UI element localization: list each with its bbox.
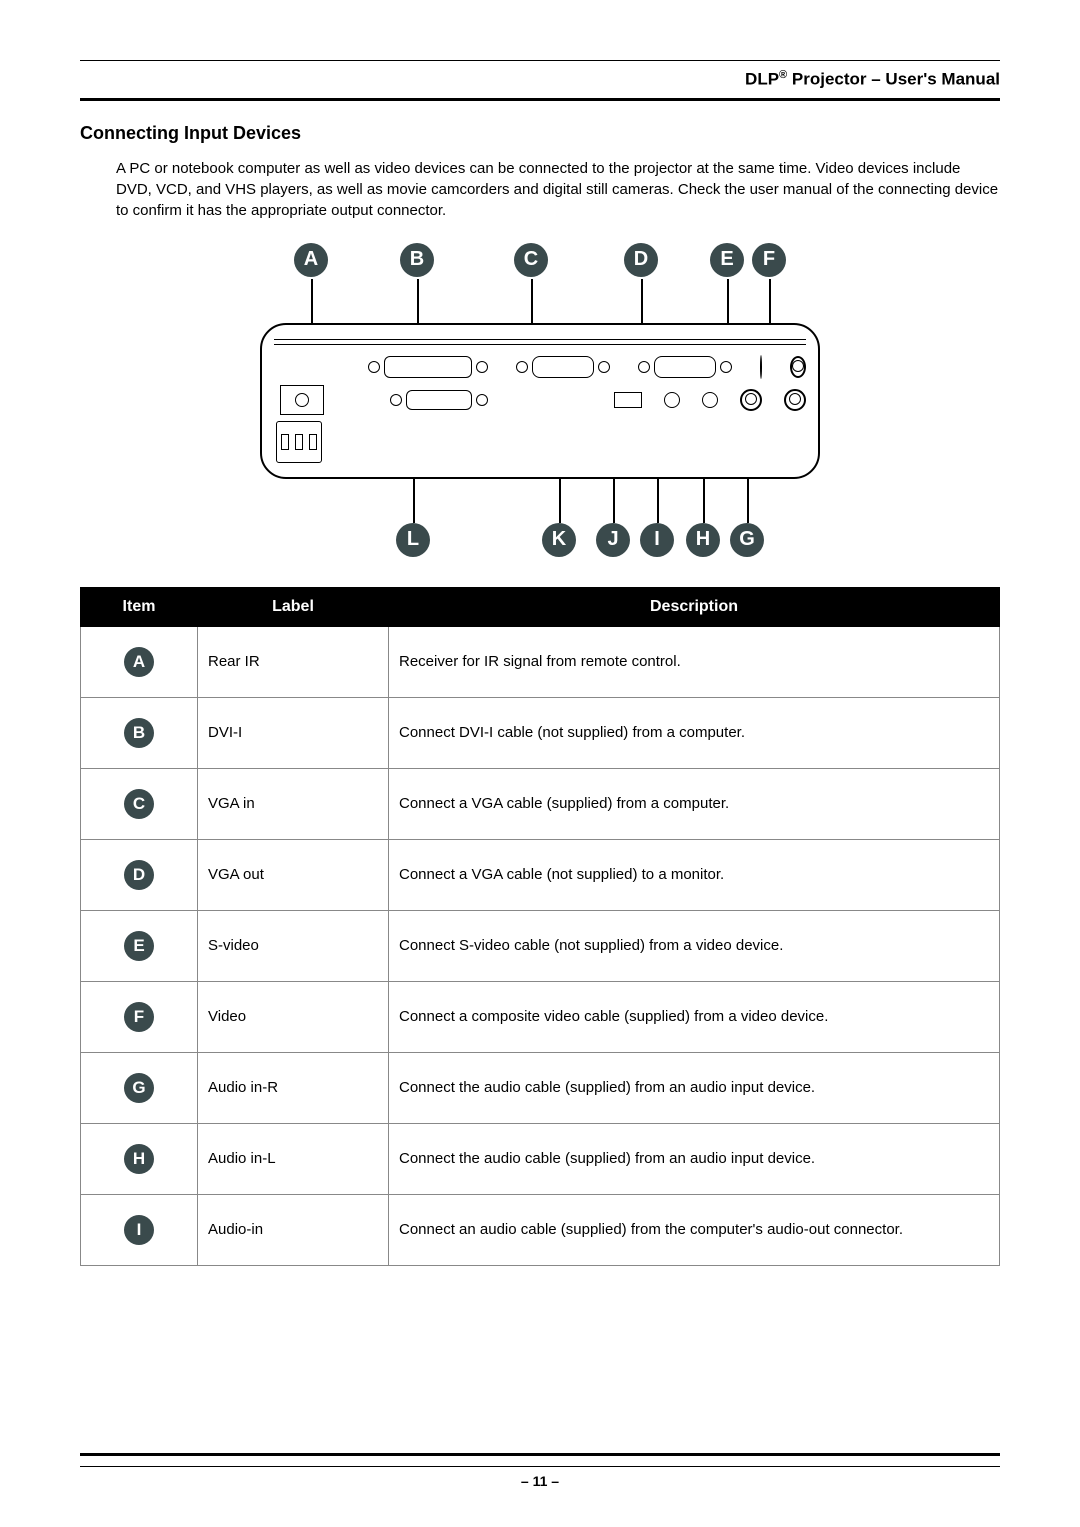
diagram-container: A B C D EF <box>80 243 1000 559</box>
page-number: 11 <box>533 1473 548 1489</box>
label-cell: VGA out <box>198 839 389 910</box>
description-cell: Connect a VGA cable (not supplied) to a … <box>389 839 1000 910</box>
table-row: A Rear IRReceiver for IR signal from remo… <box>81 626 1000 697</box>
item-cell: I <box>81 1194 198 1265</box>
page-header: DLP® Projector – User's Manual <box>80 63 1000 101</box>
item-badge-d: D <box>124 860 154 890</box>
item-cell: H <box>81 1123 198 1194</box>
callout-f: F <box>752 243 786 277</box>
rear-panel-diagram: A B C D EF <box>260 243 820 559</box>
callout-g: G <box>730 523 764 557</box>
table-row: H Audio in-LConnect the audio cable (supp… <box>81 1123 1000 1194</box>
page-footer: – 11 – <box>80 1453 1000 1489</box>
label-cell: Audio-in <box>198 1194 389 1265</box>
callouts-bottom-row: L KJIHG <box>260 523 820 559</box>
connector-table: Item Label Description A Rear IRReceiver … <box>80 587 1000 1266</box>
intro-paragraph: A PC or notebook computer as well as vid… <box>116 158 1000 221</box>
description-cell: Connect a VGA cable (supplied) from a co… <box>389 768 1000 839</box>
item-badge-a: A <box>124 647 154 677</box>
table-row: B DVI-IConnect DVI-I cable (not supplied)… <box>81 697 1000 768</box>
description-cell: Receiver for IR signal from remote contr… <box>389 626 1000 697</box>
rear-ir-port <box>280 385 324 415</box>
video-port <box>790 356 806 378</box>
item-badge-b: B <box>124 718 154 748</box>
item-badge-h: H <box>124 1144 154 1174</box>
item-cell: E <box>81 910 198 981</box>
item-badge-g: G <box>124 1073 154 1103</box>
header-rule <box>80 60 1000 61</box>
label-cell: VGA in <box>198 768 389 839</box>
page-num-suffix: – <box>547 1473 559 1489</box>
table-row: G Audio in-RConnect the audio cable (supp… <box>81 1052 1000 1123</box>
description-cell: Connect an audio cable (supplied) from t… <box>389 1194 1000 1265</box>
callout-h: H <box>686 523 720 557</box>
vga-out-port <box>638 356 732 378</box>
vga-in-port <box>516 356 610 378</box>
leader-lines-top <box>260 279 820 323</box>
description-cell: Connect the audio cable (supplied) from … <box>389 1123 1000 1194</box>
manual-page: DLP® Projector – User's Manual Connectin… <box>0 0 1080 1527</box>
description-cell: Connect the audio cable (supplied) from … <box>389 1052 1000 1123</box>
item-badge-c: C <box>124 789 154 819</box>
projector-rear-panel <box>260 323 820 479</box>
item-cell: A <box>81 626 198 697</box>
item-cell: D <box>81 839 198 910</box>
usb-port <box>614 392 642 408</box>
svideo-port <box>760 355 762 379</box>
header-product: DLP <box>745 70 779 89</box>
page-num-prefix: – <box>521 1473 533 1489</box>
label-cell: S-video <box>198 910 389 981</box>
leader-lines-bottom <box>260 479 820 523</box>
audio-in-jack-2 <box>702 392 718 408</box>
label-cell: Audio in-R <box>198 1052 389 1123</box>
item-badge-i: I <box>124 1215 154 1245</box>
label-cell: Video <box>198 981 389 1052</box>
audio-r-port <box>784 389 806 411</box>
power-socket <box>274 421 806 463</box>
table-row: D VGA outConnect a VGA cable (not supplie… <box>81 839 1000 910</box>
port-row-1 <box>274 355 806 379</box>
table-row: F VideoConnect a composite video cable (s… <box>81 981 1000 1052</box>
callout-k: K <box>542 523 576 557</box>
th-item: Item <box>81 587 198 626</box>
item-cell: G <box>81 1052 198 1123</box>
description-cell: Connect a composite video cable (supplie… <box>389 981 1000 1052</box>
callout-l: L <box>396 523 430 557</box>
description-cell: Connect S-video cable (not supplied) fro… <box>389 910 1000 981</box>
item-cell: C <box>81 768 198 839</box>
label-cell: Audio in-L <box>198 1123 389 1194</box>
item-badge-e: E <box>124 931 154 961</box>
callout-a: A <box>294 243 328 277</box>
callout-d: D <box>624 243 658 277</box>
audio-in-jack <box>664 392 680 408</box>
th-description: Description <box>389 587 1000 626</box>
callouts-top-row: A B C D EF <box>260 243 820 279</box>
section-title: Connecting Input Devices <box>80 123 1000 144</box>
header-reg: ® <box>779 69 787 81</box>
header-suffix: Projector – User's Manual <box>787 70 1000 89</box>
dvi-port <box>368 356 488 378</box>
item-badge-f: F <box>124 1002 154 1032</box>
label-cell: Rear IR <box>198 626 389 697</box>
table-header-row: Item Label Description <box>81 587 1000 626</box>
table-row: I Audio-inConnect an audio cable (supplie… <box>81 1194 1000 1265</box>
callout-c: C <box>514 243 548 277</box>
audio-l-port <box>740 389 762 411</box>
callout-e: E <box>710 243 744 277</box>
label-cell: DVI-I <box>198 697 389 768</box>
item-cell: B <box>81 697 198 768</box>
port-row-2 <box>274 385 806 415</box>
th-label: Label <box>198 587 389 626</box>
callout-i: I <box>640 523 674 557</box>
description-cell: Connect DVI-I cable (not supplied) from … <box>389 697 1000 768</box>
table-row: C VGA inConnect a VGA cable (supplied) fr… <box>81 768 1000 839</box>
table-row: E S-videoConnect S-video cable (not suppl… <box>81 910 1000 981</box>
callout-j: J <box>596 523 630 557</box>
rs232-port <box>390 390 488 410</box>
item-cell: F <box>81 981 198 1052</box>
callout-b: B <box>400 243 434 277</box>
